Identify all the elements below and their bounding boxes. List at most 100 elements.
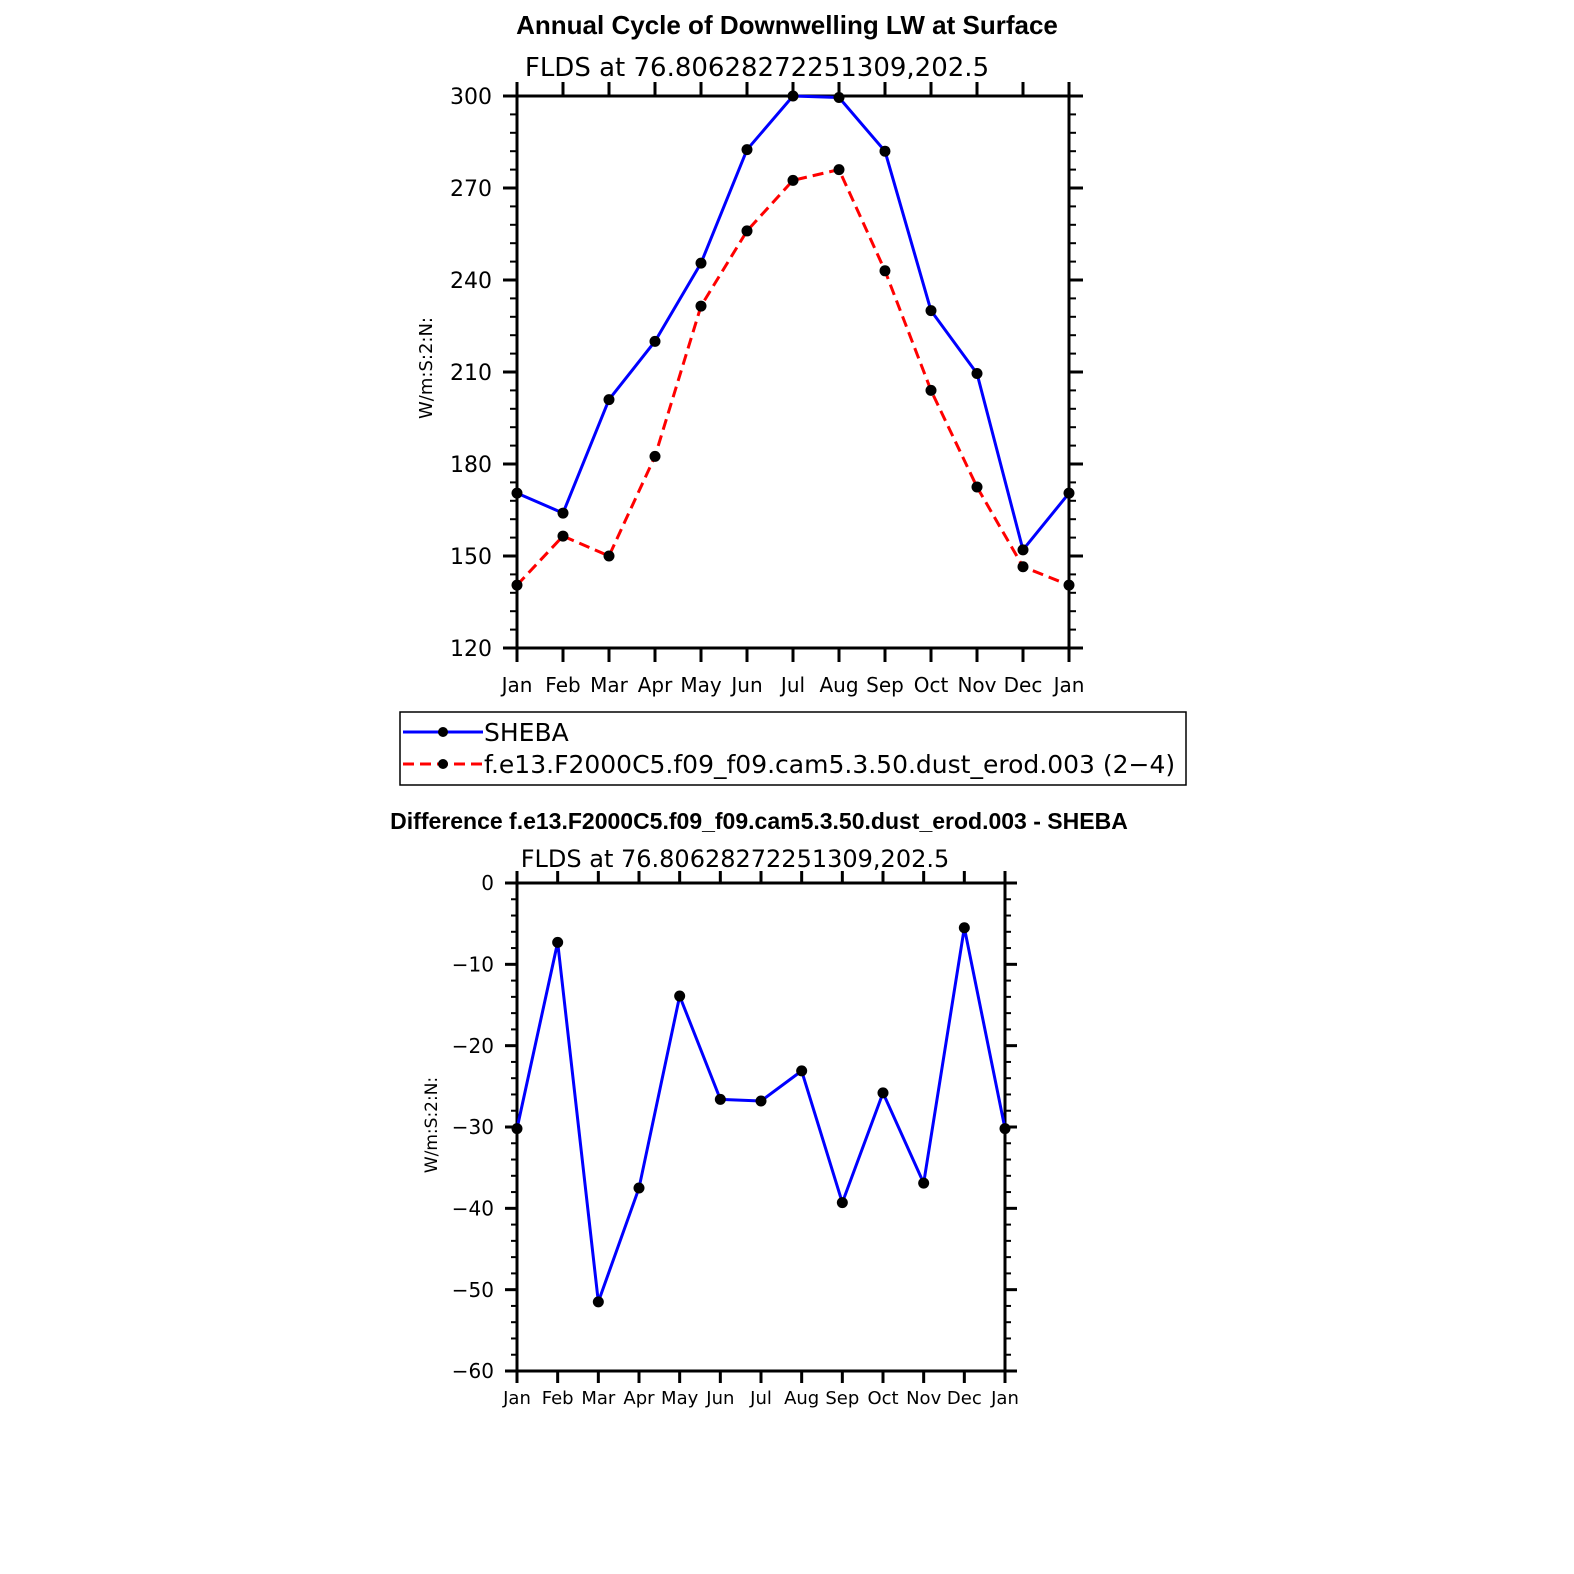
legend-marker-model: [438, 759, 448, 769]
difference-chart: Difference f.e13.F2000C5.f09_f09.cam5.3.…: [390, 808, 1128, 1409]
x-tick-label: Apr: [623, 1388, 655, 1409]
legend-label-sheba: SHEBA: [484, 718, 569, 747]
data-point: [649, 450, 661, 462]
data-point: [755, 1095, 767, 1107]
x-tick-label: Mar: [581, 1388, 616, 1409]
chart-title: Annual Cycle of Downwelling LW at Surfac…: [516, 10, 1058, 40]
data-point: [787, 174, 799, 186]
data-point: [833, 92, 845, 104]
x-tick-label: Dec: [1004, 673, 1043, 697]
data-point: [1063, 487, 1075, 499]
y-tick-label: 300: [450, 85, 492, 110]
x-tick-label: Jul: [779, 673, 805, 697]
x-tick-label: Mar: [590, 673, 629, 697]
data-point: [633, 1182, 645, 1194]
data-point: [958, 922, 970, 934]
series-line-1: [515, 168, 1070, 587]
data-point: [1017, 561, 1029, 573]
data-point: [787, 90, 799, 102]
chart-title: Difference f.e13.F2000C5.f09_f09.cam5.3.…: [390, 808, 1128, 834]
y-tick-label: −30: [452, 1115, 494, 1139]
series-line-0: [515, 926, 1007, 1304]
y-tick-label: −10: [452, 953, 494, 977]
y-tick-label: 270: [450, 177, 492, 202]
data-point: [592, 1296, 604, 1308]
data-point: [511, 487, 523, 499]
y-tick-labels: 120 150 180 210 240 270 300: [450, 85, 492, 662]
y-tick-labels: −60 −50 −40 −30 −20 −10 0: [452, 871, 494, 1383]
x-tick-label: Jan: [500, 673, 533, 697]
data-point: [557, 507, 569, 519]
data-point: [741, 144, 753, 156]
y-tick-label: 120: [450, 637, 492, 662]
x-tick-label: Jan: [502, 1388, 531, 1409]
data-point: [836, 1197, 848, 1209]
data-point: [925, 305, 937, 317]
x-tick-label: May: [661, 1388, 699, 1409]
axis-ticks: [503, 82, 1083, 662]
chart-subtitle: FLDS at 76.80628272251309,202.5: [521, 845, 950, 873]
data-point: [999, 1123, 1011, 1135]
legend: SHEBA f.e13.F2000C5.f09_f09.cam5.3.50.du…: [399, 711, 1187, 786]
annual-cycle-chart: Annual Cycle of Downwelling LW at Surfac…: [399, 10, 1187, 786]
data-point: [1063, 579, 1075, 591]
chart-subtitle: FLDS at 76.80628272251309,202.5: [525, 53, 989, 83]
y-tick-label: −20: [452, 1034, 494, 1058]
data-point: [552, 936, 564, 948]
data-point: [796, 1065, 808, 1077]
data-point: [695, 300, 707, 312]
x-tick-label: Aug: [819, 673, 858, 697]
data-point: [674, 990, 686, 1002]
legend-marker-sheba: [438, 727, 448, 737]
x-tick-label: Apr: [638, 673, 673, 697]
series-line-0: [516, 94, 1071, 552]
x-tick-label: Oct: [914, 673, 949, 697]
axis-ticks: [505, 871, 1017, 1383]
y-axis-label: W/m:S:2:N:: [416, 317, 437, 419]
data-point: [918, 1177, 930, 1189]
data-point: [714, 1093, 726, 1105]
data-point: [879, 145, 891, 157]
data-point: [879, 265, 891, 277]
series-group: [511, 90, 1075, 591]
x-tick-label: May: [680, 673, 722, 697]
data-point: [741, 225, 753, 237]
data-point: [603, 394, 615, 406]
data-point: [603, 550, 615, 562]
x-tick-label: Jun: [729, 673, 762, 697]
x-tick-label: Sep: [866, 673, 904, 697]
data-point: [971, 368, 983, 380]
x-tick-labels: Jan Feb Mar Apr May Jun Jul Aug Sep Oct Nov Dec Jan: [502, 1388, 1019, 1409]
x-tick-label: Jan: [1052, 673, 1085, 697]
x-tick-label: Aug: [784, 1388, 819, 1409]
x-tick-label: Nov: [957, 673, 996, 697]
data-point: [511, 579, 523, 591]
data-point: [877, 1087, 889, 1099]
x-tick-label: Sep: [825, 1388, 859, 1409]
data-point: [1017, 544, 1029, 556]
data-point: [925, 384, 937, 396]
legend-box: [399, 711, 1187, 786]
data-point: [649, 335, 661, 347]
legend-label-model: f.e13.F2000C5.f09_f09.cam5.3.50.dust_ero…: [484, 750, 1175, 779]
x-tick-label: Feb: [545, 673, 580, 697]
y-tick-label: 150: [450, 545, 492, 570]
x-tick-label: Oct: [867, 1388, 898, 1409]
data-point: [557, 530, 569, 542]
y-axis-label: W/m:S:2:N:: [422, 1077, 442, 1173]
data-point: [511, 1123, 523, 1135]
y-tick-label: 0: [481, 871, 494, 895]
y-tick-label: 210: [450, 361, 492, 386]
x-tick-label: Nov: [906, 1388, 941, 1409]
y-tick-label: −40: [452, 1197, 494, 1221]
y-tick-label: −60: [452, 1359, 494, 1383]
series-group: [511, 922, 1011, 1308]
x-tick-label: Jan: [990, 1388, 1019, 1409]
y-tick-label: 240: [450, 269, 492, 294]
x-tick-label: Feb: [542, 1388, 574, 1409]
data-point: [833, 164, 845, 176]
x-tick-label: Dec: [947, 1388, 982, 1409]
data-point: [971, 481, 983, 493]
data-point: [695, 257, 707, 269]
